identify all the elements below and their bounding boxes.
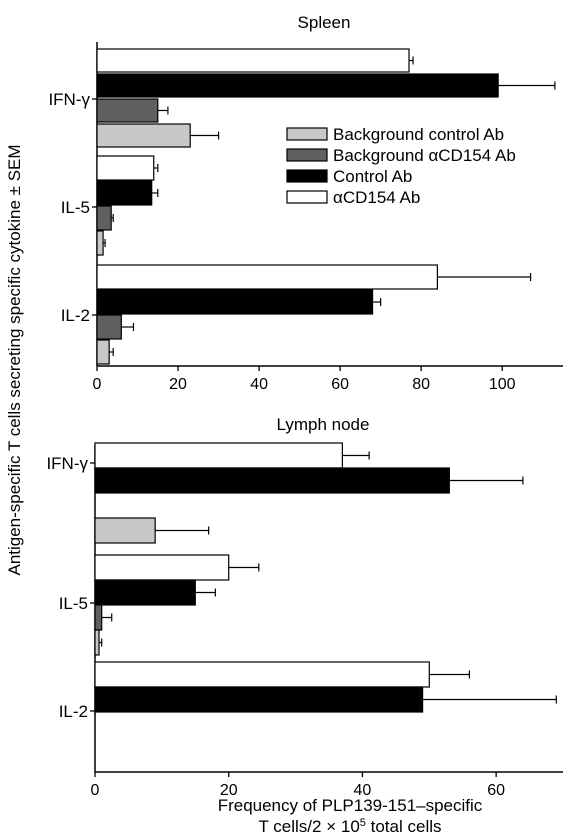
x-tick-label: 40 bbox=[250, 376, 268, 393]
bar bbox=[96, 314, 122, 340]
category-label: IFN-γ bbox=[46, 454, 88, 473]
x-tick-label: 100 bbox=[489, 376, 516, 393]
category-label: IL-5 bbox=[61, 198, 90, 217]
panel-title: Lymph node bbox=[277, 415, 370, 434]
bar bbox=[94, 604, 103, 631]
bar bbox=[96, 123, 191, 148]
bar bbox=[96, 264, 438, 290]
bar bbox=[96, 339, 110, 365]
legend-label: αCD154 Ab bbox=[333, 188, 420, 207]
panel-1: Lymph node 0 20 40 60 IFN-γ IL-5 IL-2 bbox=[46, 415, 563, 799]
x-tick-label: 20 bbox=[169, 376, 187, 393]
x-tick-label: 40 bbox=[354, 782, 372, 799]
x-tick-label: 20 bbox=[220, 782, 238, 799]
legend-label: Background control Ab bbox=[333, 125, 504, 144]
x-tick-label: 0 bbox=[93, 376, 102, 393]
bar bbox=[94, 554, 230, 581]
legend-swatch bbox=[286, 127, 328, 141]
bar bbox=[96, 205, 112, 231]
legend: Background control Ab Background αCD154 A… bbox=[286, 125, 516, 207]
bar bbox=[94, 629, 100, 656]
legend-swatch bbox=[286, 169, 328, 183]
legend-swatch bbox=[286, 190, 328, 204]
bar bbox=[96, 289, 374, 315]
bar bbox=[96, 73, 499, 98]
category-label: IL-2 bbox=[61, 306, 90, 325]
bar bbox=[96, 230, 104, 256]
x-axis-label-line-1: Frequency of PLP139-151–specific bbox=[218, 796, 483, 815]
panel-0: Spleen 0 20 40 60 80 100 IFN-γ IL-5 IL-2 bbox=[48, 13, 563, 393]
category-label: IL-2 bbox=[59, 702, 88, 721]
x-tick-label: 0 bbox=[91, 782, 100, 799]
y-axis-label: Antigen-specific T cells secreting speci… bbox=[5, 144, 24, 575]
bar bbox=[94, 579, 196, 606]
panel-title: Spleen bbox=[298, 13, 351, 32]
bar bbox=[94, 442, 343, 469]
bar bbox=[96, 98, 159, 123]
x-tick-label: 80 bbox=[412, 376, 430, 393]
bar bbox=[94, 467, 450, 494]
legend-swatch bbox=[286, 148, 328, 162]
bar bbox=[94, 517, 156, 544]
bar bbox=[96, 48, 410, 73]
category-label: IFN-γ bbox=[48, 90, 90, 109]
bar bbox=[94, 661, 430, 688]
legend-label: Background αCD154 Ab bbox=[333, 146, 516, 165]
bar bbox=[96, 180, 153, 206]
bar bbox=[96, 155, 155, 181]
category-label: IL-5 bbox=[59, 594, 88, 613]
bar bbox=[94, 686, 424, 713]
x-tick-label: 60 bbox=[487, 782, 505, 799]
x-axis-label-line-2: T cells/2 × 105 total cells bbox=[259, 817, 442, 836]
x-tick-label: 60 bbox=[331, 376, 349, 393]
legend-label: Control Ab bbox=[333, 167, 412, 186]
